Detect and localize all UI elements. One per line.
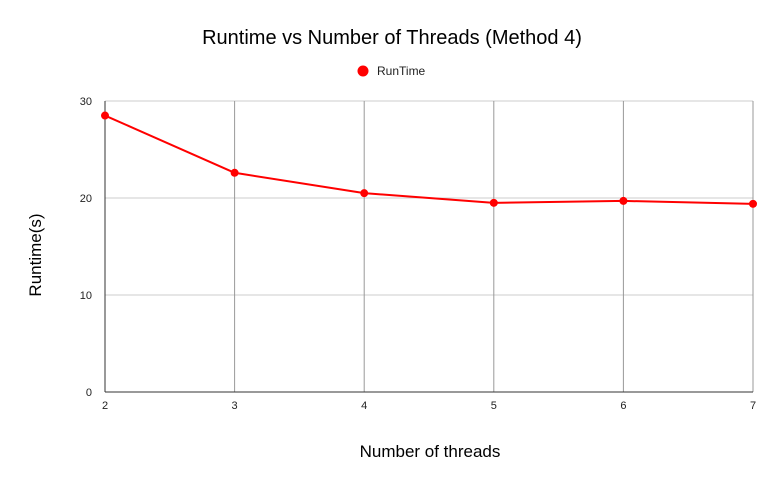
x-tick-label: 4 <box>361 400 367 412</box>
chart-title: Runtime vs Number of Threads (Method 4) <box>202 27 582 49</box>
data-point <box>489 198 498 207</box>
data-point <box>230 168 239 177</box>
series-line-runtime <box>104 114 754 205</box>
y-tick-label: 20 <box>80 193 92 205</box>
legend: RunTime <box>357 64 426 78</box>
x-tick-label: 3 <box>232 400 238 412</box>
axes <box>104 101 753 393</box>
y-axis-title: Runtime(s) <box>26 213 45 296</box>
data-point <box>360 189 369 198</box>
y-tick-label: 0 <box>86 387 92 399</box>
legend-marker-runtime <box>357 65 369 77</box>
legend-label-runtime: RunTime <box>377 64 426 78</box>
x-tick-label: 5 <box>491 400 497 412</box>
y-tick-label: 30 <box>80 96 92 108</box>
x-tick-label: 2 <box>102 400 108 412</box>
data-point <box>101 111 109 120</box>
data-point <box>619 196 628 205</box>
grid <box>105 100 754 392</box>
series-group <box>101 111 757 208</box>
x-tick-label: 7 <box>750 400 756 412</box>
x-axis-title: Number of threads <box>360 442 501 461</box>
x-tick-label: 6 <box>620 400 626 412</box>
y-tick-label: 10 <box>80 290 92 302</box>
data-point <box>749 199 757 208</box>
tick-labels: 0 10 20 30 2 3 4 5 6 7 <box>80 96 756 412</box>
